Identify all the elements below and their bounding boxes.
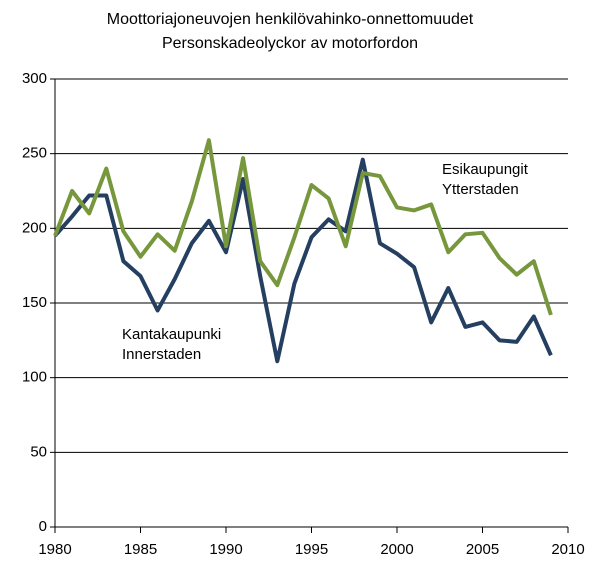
chart-subtitle: Personskadeolyckor av motorfordon (162, 35, 418, 52)
x-tick-label: 2005 (466, 541, 499, 558)
y-tick-label: 250 (22, 145, 47, 162)
x-tick-label: 1990 (209, 541, 242, 558)
x-tick-label: 2000 (380, 541, 413, 558)
y-tick-label: 300 (22, 70, 47, 87)
chart-title: Moottoriajoneuvojen henkilövahinko-onnet… (107, 11, 474, 28)
y-tick-label: 50 (30, 443, 47, 460)
y-tick-label: 150 (22, 294, 47, 311)
x-tick-label: 1980 (38, 541, 71, 558)
x-tick-label: 1985 (124, 541, 157, 558)
series-label: Innerstaden (122, 346, 201, 363)
x-tick-label: 2010 (551, 541, 584, 558)
series-label: Kantakaupunki (122, 326, 221, 343)
x-tick-label: 1995 (295, 541, 328, 558)
series-label: Esikaupungit (442, 161, 529, 178)
line-series (53, 157, 553, 364)
series-label: Ytterstaden (442, 181, 519, 198)
y-tick-label: 200 (22, 219, 47, 236)
line-series (53, 138, 553, 316)
y-tick-label: 100 (22, 369, 47, 386)
y-tick-label: 0 (39, 518, 47, 535)
